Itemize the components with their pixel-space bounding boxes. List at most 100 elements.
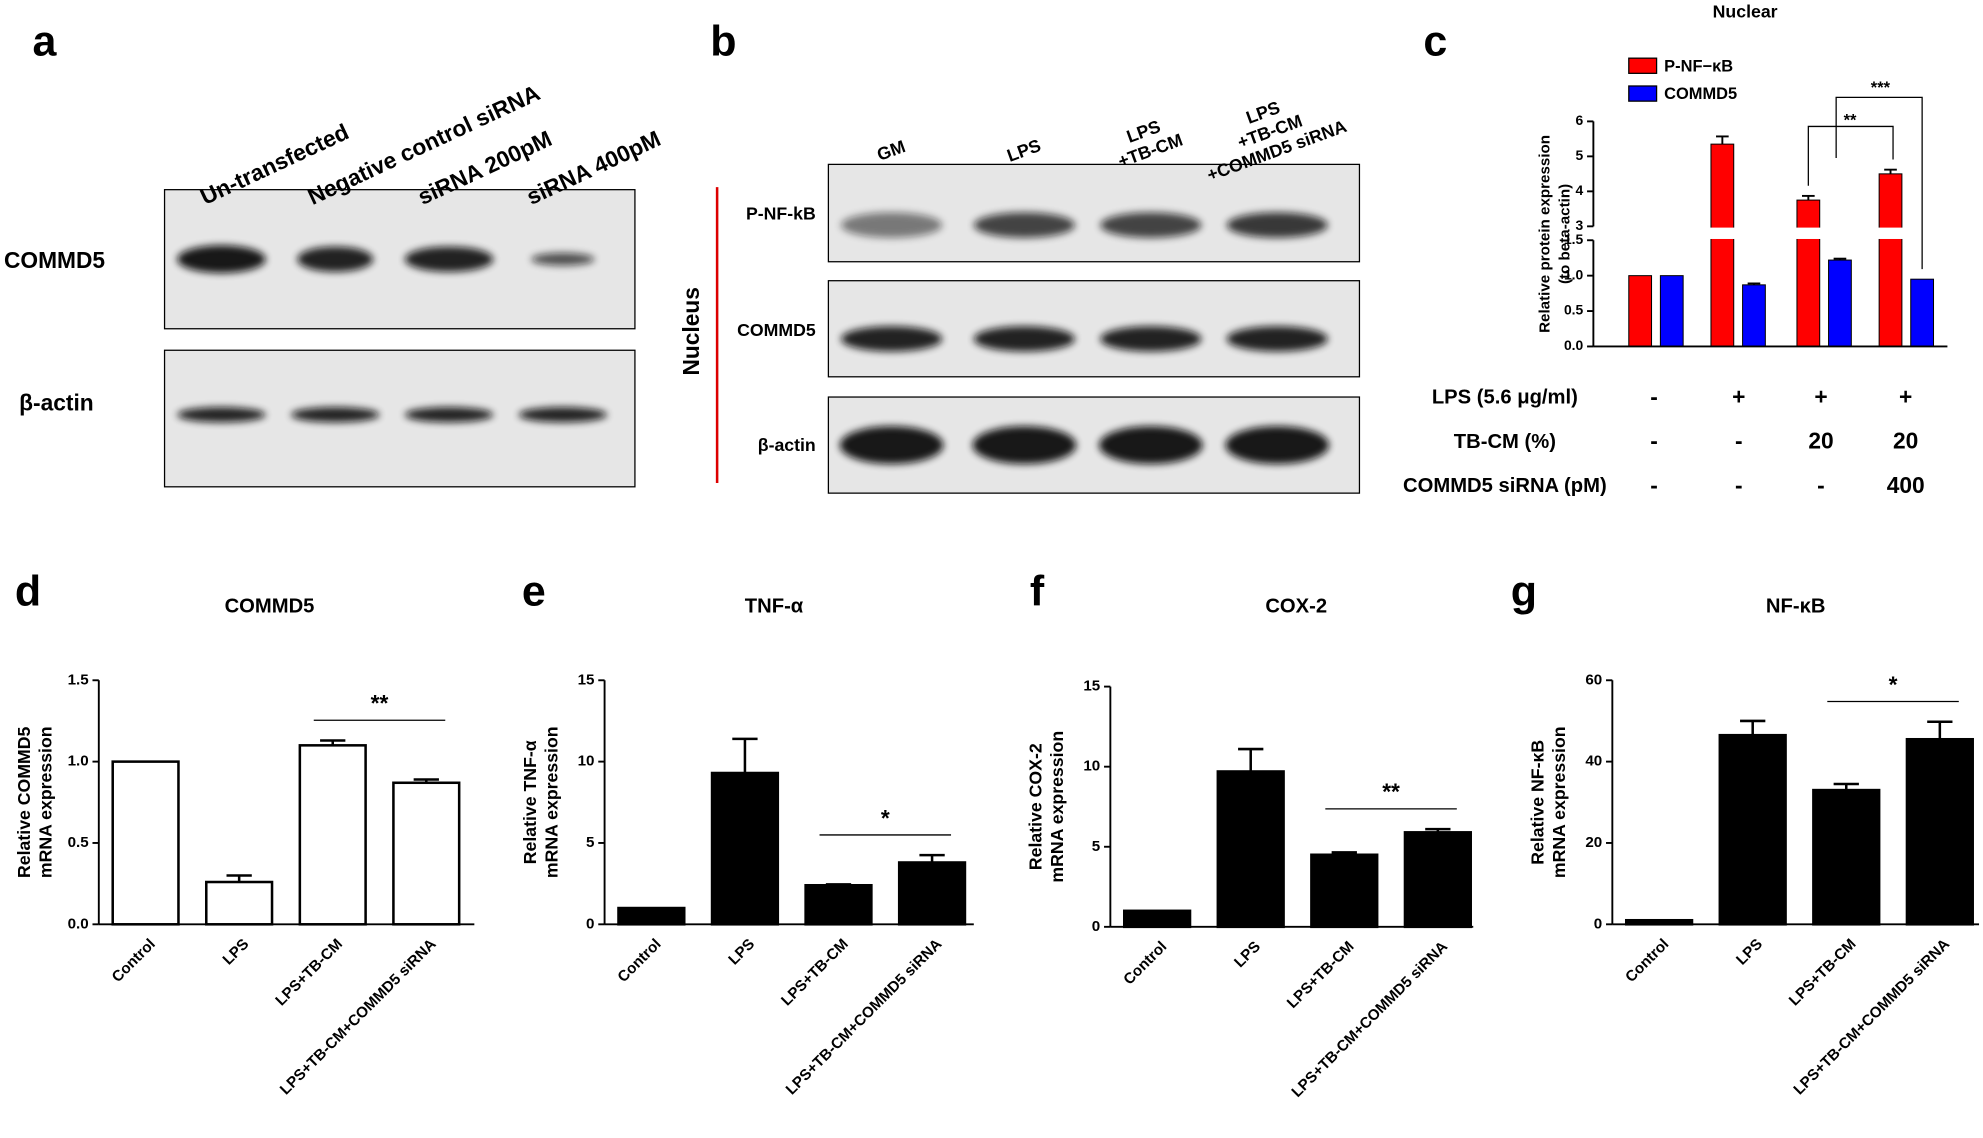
- y-tick-label: 0.5: [68, 834, 89, 851]
- condition-cell: -: [1650, 472, 1658, 498]
- x-tick-label: Control: [614, 936, 664, 986]
- blot-band: [972, 426, 1077, 465]
- bar: [1710, 143, 1735, 347]
- blot-band: [518, 407, 608, 423]
- y-axis-label: (to beta-actin): [1557, 184, 1574, 284]
- chart-title: NF-κB: [1766, 595, 1826, 617]
- blot-band: [404, 407, 494, 423]
- y-tick-label: 0.0: [68, 915, 89, 932]
- condition-cell: 20: [1893, 428, 1918, 454]
- lane-label: LPS: [1004, 135, 1043, 166]
- row-label: COMMD5: [737, 320, 816, 340]
- significance-label: **: [1382, 779, 1400, 805]
- lane-label: GM: [874, 136, 908, 165]
- x-tick-label: LPS+TB-CM: [1786, 936, 1860, 1010]
- blot-band: [177, 245, 266, 274]
- x-tick-label: LPS+TB-CM+COMMD5 siRNA: [277, 936, 440, 1099]
- blot-band: [841, 326, 943, 352]
- x-tick-label: Control: [1120, 938, 1170, 988]
- panel-label: e: [522, 568, 546, 616]
- y-tick-label: 0.5: [1564, 302, 1584, 318]
- y-axis-label: mRNA expression: [1549, 726, 1569, 878]
- y-tick-label: 0: [586, 915, 594, 932]
- x-tick-label: Control: [1622, 936, 1672, 986]
- chart-title: COMMD5: [225, 595, 315, 617]
- significance-label: ***: [1871, 79, 1891, 97]
- condition-label: COMMD5 siRNA (pM): [1403, 475, 1607, 497]
- condition-cell: -: [1735, 472, 1743, 498]
- condition-cell: -: [1735, 428, 1743, 454]
- bar: [1828, 259, 1852, 347]
- chart-title: COX-2: [1265, 595, 1327, 617]
- blot-band: [297, 246, 374, 272]
- bar: [710, 771, 780, 926]
- legend-swatch: [1628, 85, 1658, 102]
- significance-label: *: [881, 805, 890, 831]
- chart-title: Nuclear: [1713, 1, 1778, 21]
- significance-bracket: [1835, 96, 1923, 270]
- panel-label: a: [32, 18, 57, 66]
- blot-band: [973, 326, 1075, 352]
- x-tick-label: LPS+TB-CM: [272, 936, 346, 1010]
- y-tick-label: 0.0: [1564, 337, 1584, 353]
- y-tick-label: 40: [1585, 753, 1602, 770]
- x-tick-label: LPS+TB-CM+COMMD5 siRNA: [1288, 938, 1451, 1101]
- y-tick-label: 1.0: [1564, 266, 1584, 282]
- blot-band: [1225, 426, 1330, 465]
- x-tick-label: LPS+TB-CM: [1284, 938, 1358, 1012]
- bar: [1624, 918, 1694, 926]
- bar: [1123, 909, 1192, 929]
- y-tick-label: 60: [1585, 671, 1602, 688]
- bar: [205, 880, 274, 926]
- y-axis-label: mRNA expression: [1047, 731, 1067, 883]
- significance-label: *: [1889, 671, 1898, 697]
- bar: [1878, 173, 1903, 347]
- row-label: β-actin: [19, 390, 94, 416]
- panel-label: b: [710, 18, 736, 66]
- y-axis-label: Relative NF-κB: [1528, 740, 1548, 865]
- y-tick-label: 6: [1576, 112, 1584, 128]
- chart-title: TNF-α: [745, 595, 804, 617]
- row-label: β-actin: [758, 435, 816, 455]
- y-tick-label: 1.5: [1564, 231, 1584, 247]
- y-tick-label: 5: [1092, 838, 1100, 855]
- y-tick-label: 1.5: [68, 671, 89, 688]
- bar: [1216, 770, 1285, 929]
- y-axis-label: mRNA expression: [541, 726, 561, 878]
- row-label: P-NF-kB: [746, 204, 816, 224]
- y-tick-label: 15: [578, 671, 595, 688]
- bar: [1796, 199, 1821, 347]
- condition-cell: +: [1899, 383, 1912, 409]
- x-tick-label: LPS: [1231, 938, 1264, 971]
- x-tick-label: LPS+TB-CM+COMMD5 siRNA: [783, 936, 946, 1099]
- bar: [1310, 853, 1379, 929]
- blot-band: [531, 252, 595, 266]
- bar: [1910, 278, 1935, 347]
- y-tick-label: 4: [1576, 182, 1584, 198]
- panel-label: c: [1423, 18, 1447, 66]
- blot-band: [1098, 426, 1203, 465]
- condition-label: LPS (5.6 μg/ml): [1432, 387, 1578, 409]
- y-tick-label: 5: [1576, 147, 1584, 163]
- y-tick-label: 15: [1083, 678, 1100, 695]
- y-tick-label: 0: [1594, 915, 1602, 932]
- blot-band: [177, 407, 266, 423]
- panel-label: d: [15, 568, 41, 616]
- bar: [298, 744, 367, 926]
- y-tick-label: 1.0: [68, 753, 89, 770]
- row-label: COMMD5: [4, 247, 105, 273]
- condition-cell: -: [1817, 472, 1825, 498]
- legend-label: P-NF−κB: [1664, 57, 1733, 75]
- x-tick-label: LPS+TB-CM+COMMD5 siRNA: [1790, 936, 1953, 1099]
- y-tick-label: 20: [1585, 834, 1602, 851]
- y-tick-label: 3: [1576, 217, 1584, 233]
- bar: [897, 861, 967, 926]
- blot-band: [404, 246, 494, 272]
- blot-band: [839, 426, 944, 465]
- x-tick-label: LPS: [1733, 936, 1766, 969]
- y-tick-label: 5: [586, 834, 594, 851]
- y-axis-label: Relative TNF-α: [520, 740, 540, 864]
- blot-band: [1100, 212, 1202, 238]
- bar: [392, 781, 461, 926]
- bar: [1812, 788, 1881, 926]
